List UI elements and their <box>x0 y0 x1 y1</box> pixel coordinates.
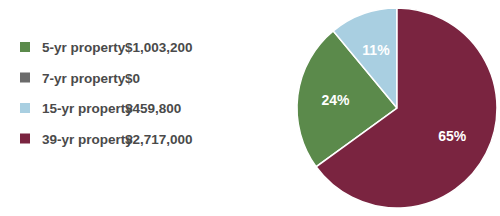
legend: 5-yr property$1,003,200 7-yr property$0 15… <box>20 40 193 147</box>
legend-swatch <box>20 134 30 144</box>
legend-value: $0 <box>125 71 140 86</box>
legend-swatch <box>20 73 30 83</box>
legend-value: $2,717,000 <box>125 132 193 147</box>
pie-slice <box>316 8 497 208</box>
data-label: 65% <box>438 128 467 144</box>
legend-label: 15-yr property <box>42 101 133 116</box>
legend-value: $1,003,200 <box>125 40 193 55</box>
data-label: 11% <box>362 42 390 58</box>
chart: 5-yr property$1,003,200 7-yr property$0 15… <box>0 0 500 216</box>
pie <box>297 8 497 208</box>
data-label: 24% <box>321 92 350 108</box>
legend-swatch <box>20 42 30 52</box>
legend-label: 7-yr property <box>42 71 126 86</box>
legend-swatch <box>20 103 30 113</box>
data-labels: 24% 11% 65% <box>321 42 466 144</box>
legend-value: $459,800 <box>125 101 181 116</box>
legend-label: 39-yr property <box>42 132 133 147</box>
legend-label: 5-yr property <box>42 40 126 55</box>
